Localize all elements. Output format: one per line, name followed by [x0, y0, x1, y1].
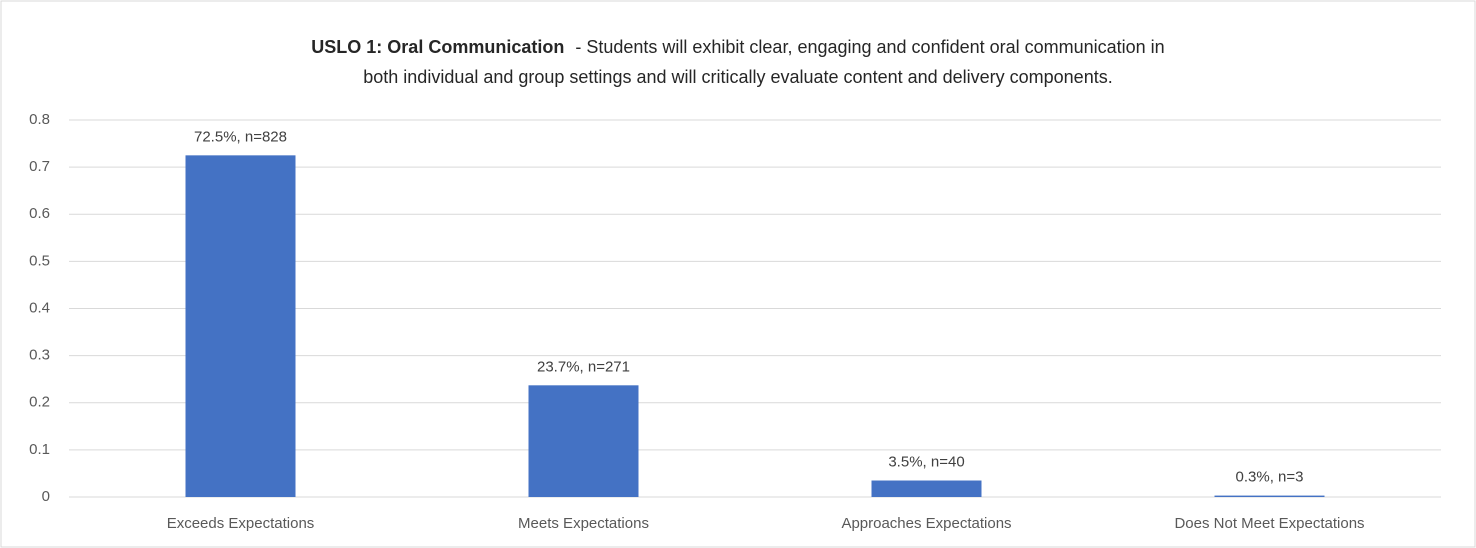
x-tick-label: Approaches Expectations	[841, 515, 1011, 532]
chart-title-line-1: USLO 1: Oral Communication - Students wi…	[311, 37, 1164, 57]
bar	[185, 155, 296, 497]
chart-title: USLO 1: Oral Communication	[311, 37, 564, 57]
y-tick-label: 0.2	[29, 394, 50, 411]
y-tick-label: 0.4	[29, 299, 50, 316]
y-tick-label: 0.8	[29, 111, 50, 128]
y-tick-label: 0	[42, 488, 50, 505]
value-label: 23.7%, n=271	[537, 358, 630, 375]
x-tick-label: Exceeds Expectations	[167, 515, 315, 532]
chart-subtitle: both individual and group settings and w…	[363, 67, 1112, 87]
y-tick-label: 0.5	[29, 252, 50, 269]
bar	[1214, 495, 1325, 497]
bar	[528, 385, 639, 497]
x-tick-label: Does Not Meet Expectations	[1174, 515, 1364, 532]
bar	[871, 480, 982, 497]
y-tick-label: 0.3	[29, 347, 50, 364]
y-tick-label: 0.1	[29, 441, 50, 458]
y-tick-label: 0.7	[29, 158, 50, 175]
y-tick-label: 0.6	[29, 205, 50, 222]
x-tick-label: Meets Expectations	[518, 515, 649, 532]
value-label: 3.5%, n=40	[888, 453, 964, 470]
value-label: 72.5%, n=828	[194, 128, 287, 145]
value-label: 0.3%, n=3	[1236, 469, 1304, 486]
chart-subtitle: - Students will exhibit clear, engaging …	[575, 37, 1164, 57]
